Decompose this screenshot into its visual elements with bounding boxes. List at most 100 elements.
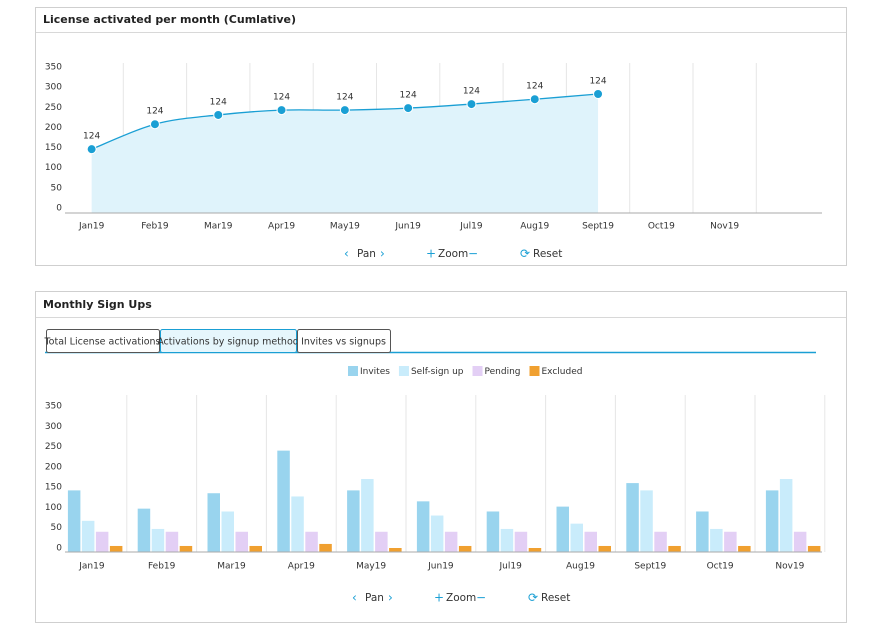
x-tick-label: Aug19: [566, 562, 595, 572]
tab[interactable]: [46, 329, 160, 353]
bar: [458, 545, 472, 552]
x-tick-label: Oct19: [707, 562, 734, 572]
bar: [165, 531, 179, 552]
bar: [738, 545, 751, 552]
bar: [765, 490, 779, 552]
y-tick-label: 200: [45, 462, 62, 472]
x-tick-label: May19: [330, 222, 360, 232]
x-tick-label: Sept19: [582, 222, 614, 232]
x-tick-label: Nov19: [775, 562, 804, 572]
bar: [291, 496, 304, 552]
bar: [305, 531, 318, 552]
point-annotation: 124: [210, 97, 227, 107]
tab-label[interactable]: Invites vs signups: [301, 337, 386, 348]
x-tick-label: Jul19: [499, 562, 523, 572]
point: [339, 105, 350, 116]
bar: [514, 531, 528, 552]
bar: [389, 548, 402, 552]
bar: [207, 493, 220, 552]
point-annotation: 124: [146, 107, 163, 117]
bar: [724, 531, 737, 552]
legend-label: Invites: [360, 367, 390, 377]
panel-title: Monthly Sign Ups: [43, 298, 152, 311]
bar: [430, 515, 444, 552]
x-tick-label: Oct19: [648, 222, 675, 232]
area: [91, 93, 599, 213]
bar: [640, 490, 653, 552]
legend-label: Excluded: [542, 367, 583, 377]
point-annotation: 124: [400, 91, 417, 101]
tab[interactable]: [160, 329, 297, 353]
x-tick-label: Nov19: [710, 222, 739, 232]
bar: [416, 501, 430, 552]
point: [466, 99, 477, 110]
point-annotation: 124: [526, 82, 543, 92]
bar: [81, 520, 95, 552]
y-tick-label: 150: [45, 483, 62, 493]
legend-label: Self-sign up: [411, 367, 464, 377]
pan-icon: ›: [388, 591, 393, 605]
zoom-button[interactable]: Zoom: [438, 248, 468, 260]
bar: [277, 450, 290, 552]
y-tick-label: 300: [45, 83, 62, 93]
x-tick-label: Feb19: [148, 562, 176, 572]
point-annotation: 124: [589, 76, 606, 86]
bar: [347, 490, 360, 552]
x-tick-label: Sept19: [634, 562, 666, 572]
bar: [319, 543, 332, 552]
pan-icon: ›: [380, 247, 385, 261]
pan-button[interactable]: Pan: [357, 248, 376, 260]
y-tick-label: 100: [45, 503, 62, 513]
bar: [109, 545, 123, 552]
bar: [668, 545, 681, 552]
bar: [570, 523, 583, 552]
bar: [779, 479, 793, 552]
point: [529, 94, 540, 105]
bar: [556, 506, 569, 552]
bar: [598, 545, 611, 552]
bar: [486, 511, 500, 552]
y-tick-label: 0: [56, 204, 62, 214]
bar: [151, 528, 165, 552]
bar: [444, 531, 458, 552]
y-tick-label: 300: [45, 422, 62, 432]
x-tick-label: Jun19: [427, 562, 454, 572]
y-tick-label: 200: [45, 123, 62, 133]
x-tick-label: Jul19: [459, 222, 483, 232]
bar: [95, 531, 109, 552]
tab-label[interactable]: Activations by signup method: [157, 337, 299, 348]
x-tick-label: Mar19: [204, 222, 233, 232]
bar: [696, 511, 709, 552]
bar: [361, 479, 374, 552]
x-tick-label: Aug19: [520, 222, 549, 232]
reset-button[interactable]: Reset: [533, 248, 562, 260]
zoom-icon: +: [434, 591, 444, 605]
point: [149, 119, 160, 130]
zoom-icon: −: [476, 591, 486, 605]
bar: [710, 528, 723, 552]
y-tick-label: 350: [45, 402, 62, 412]
reset-button[interactable]: Reset: [541, 592, 570, 604]
y-tick-label: 350: [45, 63, 62, 73]
bar: [179, 545, 193, 552]
bar: [654, 531, 667, 552]
legend-swatch: [472, 366, 483, 376]
pan-button[interactable]: Pan: [365, 592, 384, 604]
bar: [249, 545, 262, 552]
y-tick-label: 100: [45, 163, 62, 173]
point-annotation: 124: [83, 132, 100, 142]
point: [213, 109, 224, 120]
y-tick-label: 50: [51, 523, 63, 533]
zoom-icon: +: [426, 247, 436, 261]
zoom-button[interactable]: Zoom: [446, 592, 476, 604]
point: [403, 103, 414, 114]
point-annotation: 124: [273, 93, 290, 103]
reset-icon: ⟳: [520, 247, 530, 261]
bar: [67, 490, 81, 552]
tab-label[interactable]: Total License activations: [43, 337, 160, 348]
tab[interactable]: [297, 329, 391, 353]
reset-icon: ⟳: [528, 591, 538, 605]
y-tick-label: 150: [45, 143, 62, 153]
bar: [626, 483, 639, 552]
